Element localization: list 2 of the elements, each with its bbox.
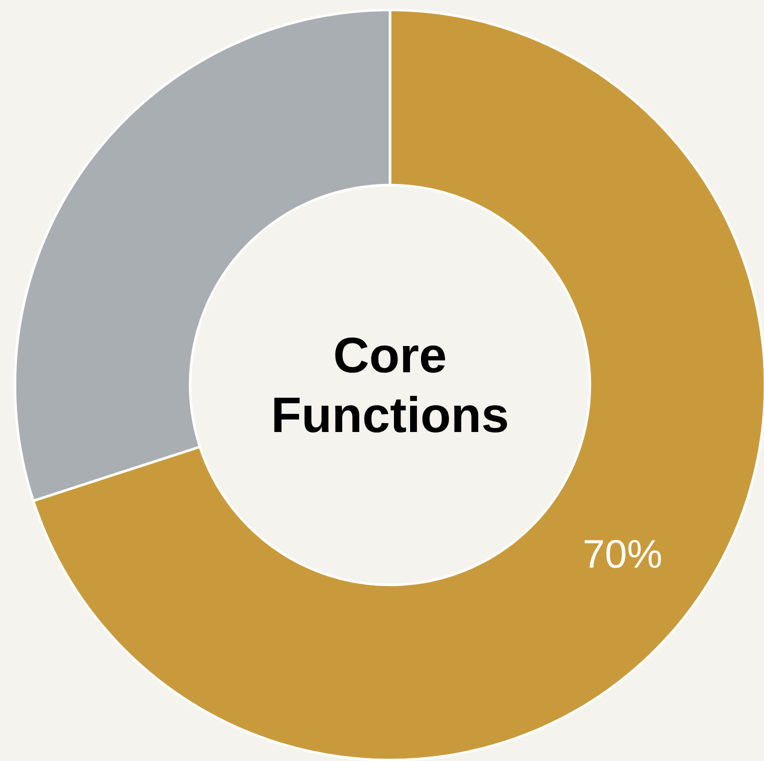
text: Core Functions xyxy=(274,337,507,433)
data-label: 70% xyxy=(584,540,661,568)
